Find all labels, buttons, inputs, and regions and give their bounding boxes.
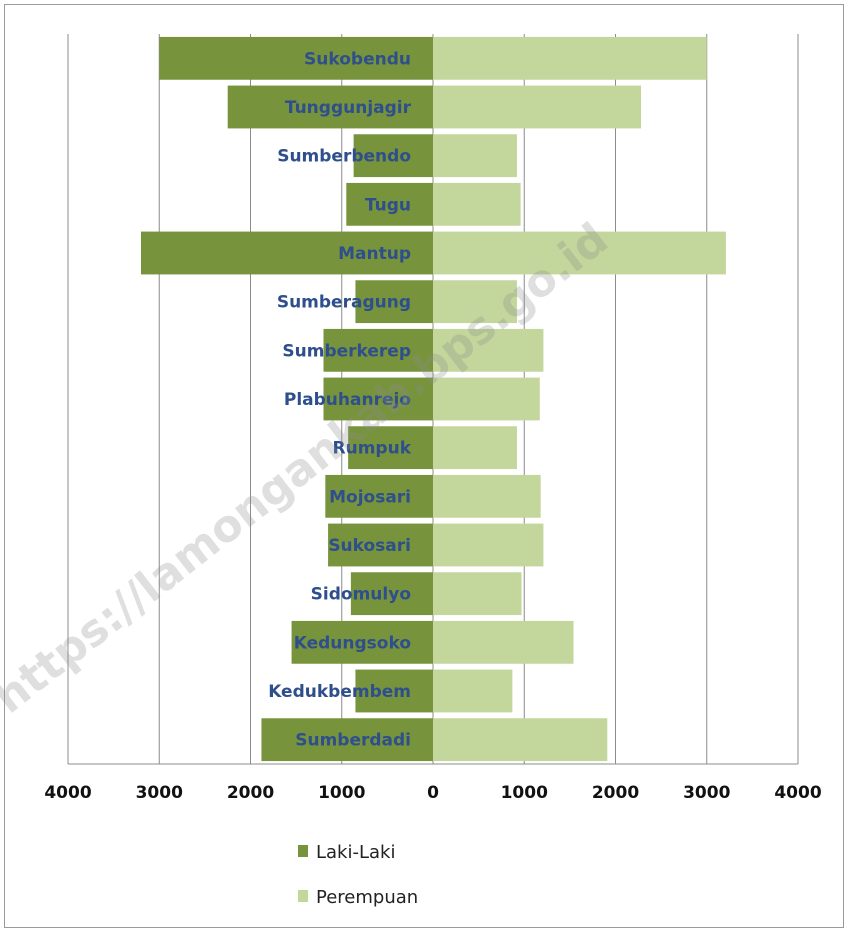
x-tick-label: 3000: [136, 783, 183, 803]
x-tick-label: 1000: [501, 783, 548, 803]
category-label: Mantup: [338, 244, 411, 264]
bar-perempuan-tugu: [433, 182, 521, 226]
bar-laki-laki-sukosari: [328, 523, 433, 567]
category-label: Kedukbembem: [268, 682, 411, 702]
x-tick-label: 1000: [318, 783, 365, 803]
bar-laki-laki-sidomulyo: [350, 572, 433, 616]
bar-laki-laki-kedukbembem: [355, 669, 433, 713]
category-label: Sidomulyo: [311, 585, 411, 605]
legend: Laki-Laki Perempuan: [298, 842, 418, 908]
category-label: Plabuhanrejo: [284, 390, 411, 410]
category-labels: Sukobendu Tunggunjagir Sumberbendo Tugu Mant…: [268, 49, 412, 750]
bar-perempuan-sumberkerep: [433, 328, 544, 372]
bar-laki-laki-sumberdadi: [261, 718, 433, 762]
bar-laki-laki-rumpuk: [348, 426, 433, 470]
bar-laki-laki-mantup: [141, 231, 433, 275]
x-tick-label: 4000: [44, 783, 91, 803]
x-tick-label: 3000: [683, 783, 730, 803]
category-label: Sumberbendo: [277, 147, 411, 167]
bar-laki-laki-sumberkerep: [323, 328, 433, 372]
bar-laki-laki-sumberbendo: [353, 134, 433, 178]
legend-swatch-laki-laki: [298, 845, 308, 857]
category-label: Sumberkerep: [282, 341, 411, 361]
category-label: Sukobendu: [304, 49, 411, 69]
bar-laki-laki-plabuhanrejo: [323, 377, 433, 421]
bar-perempuan-sumberagung: [433, 280, 517, 324]
bar-laki-laki-tugu: [346, 182, 433, 226]
bar-perempuan-mojosari: [433, 474, 541, 518]
bar-perempuan-kedungsoko: [433, 620, 574, 664]
bar-perempuan-sumberdadi: [433, 718, 608, 762]
bars: [141, 36, 726, 762]
legend-swatch-perempuan: [298, 890, 308, 902]
x-tick-label: 2000: [592, 783, 639, 803]
bar-laki-laki-kedungsoko: [291, 620, 433, 664]
category-label: Rumpuk: [333, 439, 412, 459]
category-label: Mojosari: [329, 487, 411, 507]
category-label: Tunggunjagir: [285, 98, 412, 118]
legend-label: Laki-Laki: [316, 842, 395, 863]
category-label: Sumberagung: [277, 293, 411, 313]
bar-laki-laki-tunggunjagir: [227, 85, 433, 129]
bar-perempuan-sumberbendo: [433, 134, 517, 178]
x-axis-ticks: 4000 3000 2000 1000 0 1000 2000 3000 4000: [44, 783, 821, 803]
bar-perempuan-kedukbembem: [433, 669, 513, 713]
x-tick-label: 4000: [774, 783, 821, 803]
category-label: Sukosari: [328, 536, 411, 556]
bar-laki-laki-sukobendu: [159, 36, 433, 80]
bar-perempuan-sidomulyo: [433, 572, 522, 616]
bar-perempuan-sukobendu: [433, 36, 707, 80]
x-tick-label: 0: [427, 783, 439, 803]
bar-perempuan-mantup: [433, 231, 726, 275]
category-label: Sumberdadi: [295, 731, 411, 751]
bar-perempuan-rumpuk: [433, 426, 517, 470]
category-label: Tugu: [365, 195, 411, 215]
bar-laki-laki-mojosari: [325, 474, 433, 518]
bar-laki-laki-sumberagung: [355, 280, 433, 324]
category-label: Kedungsoko: [294, 633, 411, 653]
legend-label: Perempuan: [316, 887, 418, 908]
bar-perempuan-plabuhanrejo: [433, 377, 540, 421]
x-tick-label: 2000: [227, 783, 274, 803]
bar-perempuan-sukosari: [433, 523, 544, 567]
bar-perempuan-tunggunjagir: [433, 85, 642, 129]
